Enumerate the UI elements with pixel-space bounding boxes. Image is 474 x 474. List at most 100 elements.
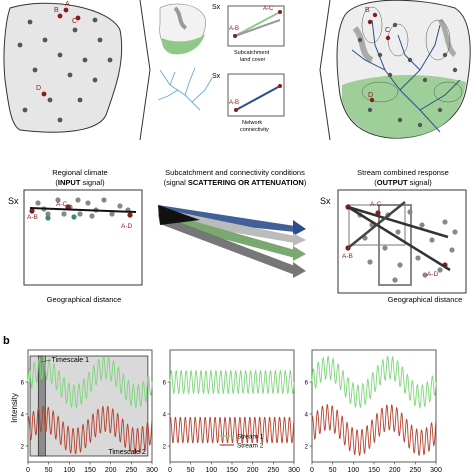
catchment-map-right: B C D xyxy=(336,0,471,139)
x-tick-label: 300 xyxy=(288,467,300,474)
input-xlabel: Geographical distance xyxy=(47,295,122,304)
timescale-1-window xyxy=(37,355,46,457)
top-row: B A C D Sx A-C A-B xyxy=(3,0,471,141)
mini-chart-subcatchment: Sx A-C A-B Subcatchment land cover xyxy=(212,4,285,63)
map-dot xyxy=(377,52,383,58)
scatter-point xyxy=(75,197,81,203)
input-title-line1: Regional climate xyxy=(52,168,107,177)
site-label-d: D xyxy=(36,85,41,92)
scatter-point xyxy=(429,237,435,243)
x-tick-label: 200 xyxy=(247,467,259,474)
scatter-point xyxy=(392,277,398,283)
scatter-point xyxy=(117,203,123,209)
map-site-dot xyxy=(75,15,81,21)
map-site-dot xyxy=(41,91,47,97)
catchment-dots-right xyxy=(357,12,458,128)
map-site-dot xyxy=(367,19,373,25)
mini-sx-1: Sx xyxy=(212,4,221,11)
output-label-ac: A-C xyxy=(370,201,382,208)
scatter-point xyxy=(395,229,401,235)
y-tick-label: 4 xyxy=(163,413,167,419)
map-dot xyxy=(27,19,33,25)
map-site-dot xyxy=(385,35,391,41)
timescale-2-label: Timescale 2 xyxy=(108,449,146,456)
mini-sx-2: Sx xyxy=(212,73,221,80)
x-tick-label: 250 xyxy=(267,467,279,474)
scatter-point-ab xyxy=(29,208,35,214)
scatter-point xyxy=(85,200,91,206)
output-title-line1: Stream combined response xyxy=(357,168,449,177)
scatter-point xyxy=(45,215,51,221)
scatter-point xyxy=(452,229,458,235)
site-label-d-right: D xyxy=(368,92,373,99)
map-dot xyxy=(42,37,48,43)
input-label-ab: A-B xyxy=(27,214,38,221)
y-tick-label: 6 xyxy=(21,381,25,387)
map-dot xyxy=(367,107,373,113)
x-tick-label: 50 xyxy=(329,467,337,474)
y-tick-label: 6 xyxy=(163,381,167,387)
site-label-a: A xyxy=(65,1,70,8)
series-line-1 xyxy=(27,354,153,410)
map-dot xyxy=(77,97,83,103)
scatter-point xyxy=(77,211,83,217)
panel-letter-b: b xyxy=(3,335,10,347)
center-title-line1: Subcatchment and connectivity conditions xyxy=(165,168,305,177)
y-tick-label: 2 xyxy=(305,445,309,451)
scatter-point xyxy=(35,200,41,206)
mini-caption-1a: Subcatchment xyxy=(234,50,270,56)
map-dot xyxy=(422,77,428,83)
timescale-1-pointer xyxy=(41,359,51,363)
scatter-point xyxy=(407,209,413,215)
y-tick-label: 4 xyxy=(305,413,309,419)
bracket-left xyxy=(139,0,151,141)
x-tick-label: 0 xyxy=(26,467,30,474)
map-site-dot xyxy=(372,12,378,18)
scatter-point xyxy=(415,255,421,261)
x-tick-label: 50 xyxy=(45,467,53,474)
scatter-point xyxy=(367,259,373,265)
panel-frame xyxy=(311,349,437,463)
scatter-point-ad xyxy=(127,212,133,218)
map-dot xyxy=(17,42,23,48)
input-label-ad: A-D xyxy=(121,223,133,230)
map-dot xyxy=(452,67,458,73)
bottom-row: b Intensity 0 50 100 150 200 250 300246Timesca… xyxy=(3,335,442,474)
scatter-point xyxy=(419,222,425,228)
scatter-point xyxy=(55,197,61,203)
input-scatter-points xyxy=(29,197,133,221)
scatter-point xyxy=(382,245,388,251)
series-line-2 xyxy=(169,416,295,444)
middle-row: Regional climate (INPUT signal) Subcatch… xyxy=(8,168,467,304)
signal-scattering-beams xyxy=(158,205,306,278)
map-dot xyxy=(392,22,398,28)
timescale-1-label: Timescale 1 xyxy=(52,357,90,364)
site-label-c: C xyxy=(72,18,77,25)
x-tick-label: 250 xyxy=(125,467,137,474)
x-tick-label: 200 xyxy=(105,467,117,474)
output-label-ab: A-B xyxy=(342,253,353,260)
x-tick-label: 100 xyxy=(205,467,217,474)
scatter-point xyxy=(45,211,51,217)
x-tick-label: 100 xyxy=(347,467,359,474)
x-tick-label: 100 xyxy=(63,467,75,474)
x-tick-label: 250 xyxy=(409,467,421,474)
y-tick-label: 4 xyxy=(21,413,25,419)
map-site-dot xyxy=(57,13,63,19)
subcatchment-illustration xyxy=(159,3,206,55)
mini-caption-2a: Network xyxy=(242,120,262,126)
output-sx-label: Sx xyxy=(320,196,331,206)
output-label-ad: A-D xyxy=(427,271,439,278)
map-dot xyxy=(32,67,38,73)
map-dot xyxy=(437,107,443,113)
map-dot xyxy=(387,72,393,78)
map-dot xyxy=(82,57,88,63)
map-dot xyxy=(357,37,363,43)
time-series-panel-1: 0 50 100 150 200 250 300 2 4 6 Timescale 1 Timescal… xyxy=(21,349,158,474)
site-label-c-right: C xyxy=(385,27,390,34)
output-title-line2: (OUTPUT signal) xyxy=(374,178,432,187)
map-dot xyxy=(417,122,423,128)
y-tick-label: 2 xyxy=(21,445,25,451)
x-tick-label: 150 xyxy=(226,467,238,474)
